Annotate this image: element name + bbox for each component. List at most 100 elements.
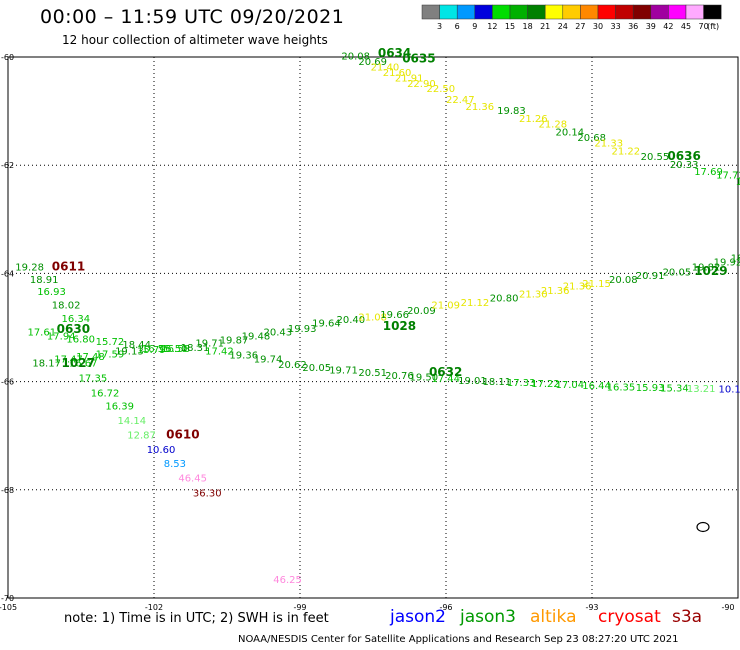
swh-value: 19.28 bbox=[15, 263, 44, 274]
swh-value: 19.13 bbox=[115, 347, 144, 358]
colorbar-label: 70 bbox=[699, 22, 709, 31]
swh-value: 20.14 bbox=[556, 127, 585, 138]
swh-value: 17.42 bbox=[205, 347, 234, 358]
swh-value: 21.22 bbox=[611, 146, 640, 157]
pass-time-label: 0632 bbox=[429, 365, 462, 379]
pass-time-label: 1029 bbox=[694, 264, 727, 278]
swh-value: 20.76 bbox=[385, 371, 414, 382]
swh-value: 21.91 bbox=[395, 73, 424, 84]
swh-value: 19.01 bbox=[458, 376, 487, 387]
pass-time-label: 0610 bbox=[166, 427, 199, 441]
colorbar-swatch bbox=[527, 4, 546, 20]
swh-value: 18.91 bbox=[30, 275, 59, 286]
swh-value: 14.14 bbox=[118, 416, 147, 427]
swh-value: 22.90 bbox=[407, 79, 436, 90]
swh-value: 17.94 bbox=[47, 331, 76, 342]
swh-value: 21.36 bbox=[563, 282, 592, 293]
colorbar-label: 45 bbox=[681, 22, 691, 31]
lon-tick-label: -99 bbox=[293, 603, 306, 612]
swh-value: 17.59 bbox=[96, 349, 125, 360]
swh-value: 15.72 bbox=[96, 337, 125, 348]
legend-jason2: jason2 bbox=[390, 607, 446, 627]
swh-value: 20.43 bbox=[264, 328, 293, 339]
swh-value: 16.55 bbox=[142, 344, 171, 355]
pass-time-label: 0611 bbox=[52, 260, 85, 274]
swh-value: 18.02 bbox=[52, 301, 81, 312]
colorbar-swatch bbox=[597, 4, 616, 20]
colorbar-swatch bbox=[456, 4, 476, 20]
swh-value: 18.78 bbox=[731, 253, 740, 264]
colorbar-swatch bbox=[668, 4, 687, 20]
colorbar-swatch bbox=[580, 4, 599, 20]
colorbar-swatch bbox=[474, 4, 493, 20]
swh-value: 16.72 bbox=[91, 389, 120, 400]
lon-tick-label: -93 bbox=[585, 603, 598, 612]
island-outline bbox=[696, 521, 710, 533]
swh-value: 21.36 bbox=[541, 286, 570, 297]
lat-tick-label: -66 bbox=[1, 378, 14, 387]
map-subtitle: 12 hour collection of altimeter wave hei… bbox=[62, 33, 328, 47]
swh-value: 21.40 bbox=[371, 63, 400, 74]
swh-value: 19.83 bbox=[497, 106, 526, 117]
swh-value: 20.08 bbox=[609, 275, 638, 286]
lat-tick-label: -68 bbox=[1, 486, 14, 495]
colorbar-label: 6 bbox=[455, 22, 460, 31]
colorbar: 3 6 9 12 15 18 21 24 27 30 33 36 39 42 45 70(ft) bbox=[421, 4, 722, 31]
swh-value: 20.80 bbox=[490, 294, 519, 305]
swh-value: 15.34 bbox=[660, 383, 689, 394]
colorbar-swatch bbox=[439, 4, 458, 20]
swh-value: 10.60 bbox=[147, 445, 176, 456]
swh-value: 19.71 bbox=[195, 338, 224, 349]
swh-value: 20.68 bbox=[577, 133, 606, 144]
colorbar-label: 39 bbox=[646, 22, 656, 31]
swh-value: 20.51 bbox=[358, 368, 387, 379]
colorbar-label: 15 bbox=[505, 22, 515, 31]
colorbar-unit: (ft) bbox=[707, 22, 719, 31]
swh-value: 20.55 bbox=[641, 152, 670, 163]
swh-value: 12.87 bbox=[127, 430, 156, 441]
swh-value: 19.82 bbox=[692, 263, 721, 274]
map-title: 00:00 – 11:59 UTC 09/20/2021 bbox=[40, 6, 345, 28]
swh-value: 8.53 bbox=[164, 459, 186, 470]
swh-value: 17.72 bbox=[716, 171, 740, 182]
colorbar-swatch bbox=[703, 4, 722, 20]
legend-jason3: jason3 bbox=[460, 607, 516, 627]
colorbar-label: 24 bbox=[558, 22, 568, 31]
colorbar-label: 42 bbox=[663, 22, 673, 31]
swh-value: 17.04 bbox=[556, 380, 585, 391]
swh-value: 20.09 bbox=[407, 306, 436, 317]
swh-value: 36.30 bbox=[193, 488, 222, 499]
colorbar-swatch bbox=[632, 4, 652, 20]
legend-altika: altika bbox=[530, 607, 577, 627]
colorbar-swatch bbox=[421, 4, 440, 20]
swh-value: 20.33 bbox=[670, 160, 699, 171]
legend-s3a: s3a bbox=[672, 607, 703, 627]
swh-value: 20.05 bbox=[302, 363, 331, 374]
swh-value: 20.69 bbox=[358, 57, 387, 68]
colorbar-label: 33 bbox=[611, 22, 621, 31]
lat-tick-label: -60 bbox=[1, 53, 14, 62]
swh-value: 19.93 bbox=[288, 324, 317, 335]
swh-value: 19.66 bbox=[380, 310, 409, 321]
swh-value: 17.48 bbox=[76, 352, 105, 363]
swh-value: 19.92 bbox=[714, 257, 740, 268]
swh-value: 17.22 bbox=[531, 379, 560, 390]
swh-value: 21.28 bbox=[538, 119, 567, 130]
swh-value: 17.35 bbox=[79, 374, 108, 385]
swh-value: 19.48 bbox=[242, 331, 271, 342]
swh-value: 18.17 bbox=[32, 358, 61, 369]
swh-value: 17.47 bbox=[54, 355, 83, 366]
swh-value: 19.50 bbox=[410, 373, 439, 384]
swh-value: 21.60 bbox=[383, 68, 412, 79]
swh-value: 22.47 bbox=[446, 95, 475, 106]
swh-value: 17.44 bbox=[431, 374, 460, 385]
swh-value: 17.69 bbox=[694, 167, 723, 178]
colorbar-label: 27 bbox=[575, 22, 585, 31]
swh-value: 21.15 bbox=[582, 279, 611, 290]
lon-tick-label: -105 bbox=[0, 603, 17, 612]
colorbar-label: 12 bbox=[487, 22, 497, 31]
swh-value: 16.58 bbox=[161, 344, 190, 355]
swh-value: 20.62 bbox=[278, 360, 307, 371]
